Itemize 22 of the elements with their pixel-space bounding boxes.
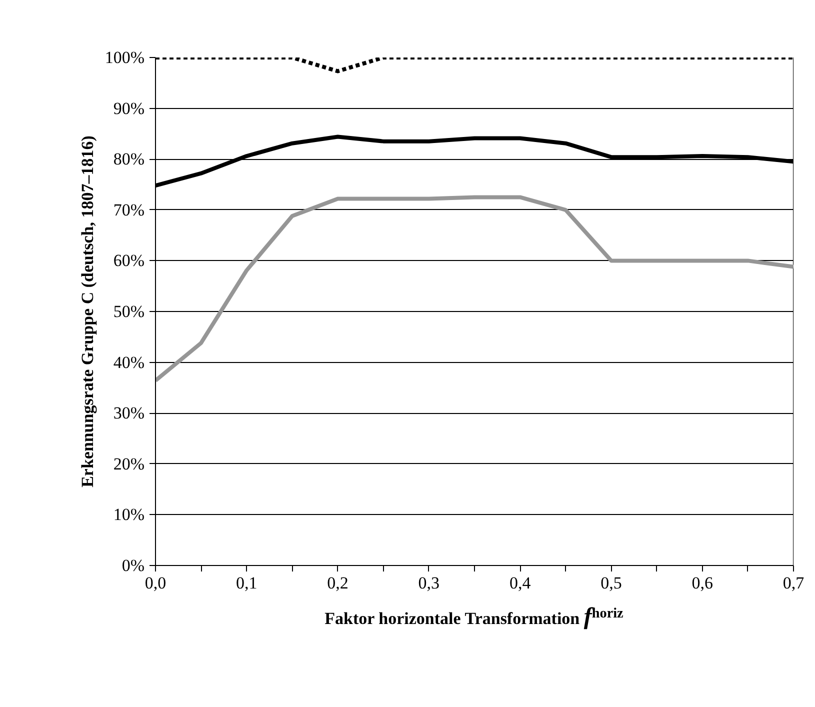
y-tick-label: 90%	[113, 98, 145, 118]
x-tick-label: 0,7	[782, 574, 805, 592]
x-axis-title: Faktor horizontale Transformation f$^{horiz}$	[324, 603, 624, 632]
y-axis-title: Erkennungsrate Gruppe C (deutsch, 1807–1816)	[78, 136, 97, 488]
x-tick-label: 0,5	[600, 574, 622, 592]
y-tick-label: 60%	[113, 251, 145, 270]
y-tick-label: 70%	[113, 200, 145, 220]
x-tick-label: 0,1	[236, 574, 258, 592]
y-tick-label: 20%	[113, 454, 145, 474]
y-tick-label: 100%	[104, 48, 145, 67]
x-tick-label: 0,6	[692, 574, 713, 592]
y-tick-label: 0%	[122, 556, 145, 575]
y-tick-label: 50%	[113, 302, 145, 321]
y-tick-label: 80%	[113, 150, 145, 169]
y-tick-label: 30%	[113, 404, 145, 423]
line-series	[156, 195, 794, 383]
y-tick-label: 10%	[113, 505, 145, 524]
y-tick-label: 40%	[113, 352, 145, 372]
x-tick-label: 0,0	[144, 574, 166, 592]
x-tick-label: 0,2	[327, 574, 348, 592]
x-tick-label: 0,4	[509, 574, 532, 592]
x-tick-label: 0,3	[418, 574, 440, 592]
